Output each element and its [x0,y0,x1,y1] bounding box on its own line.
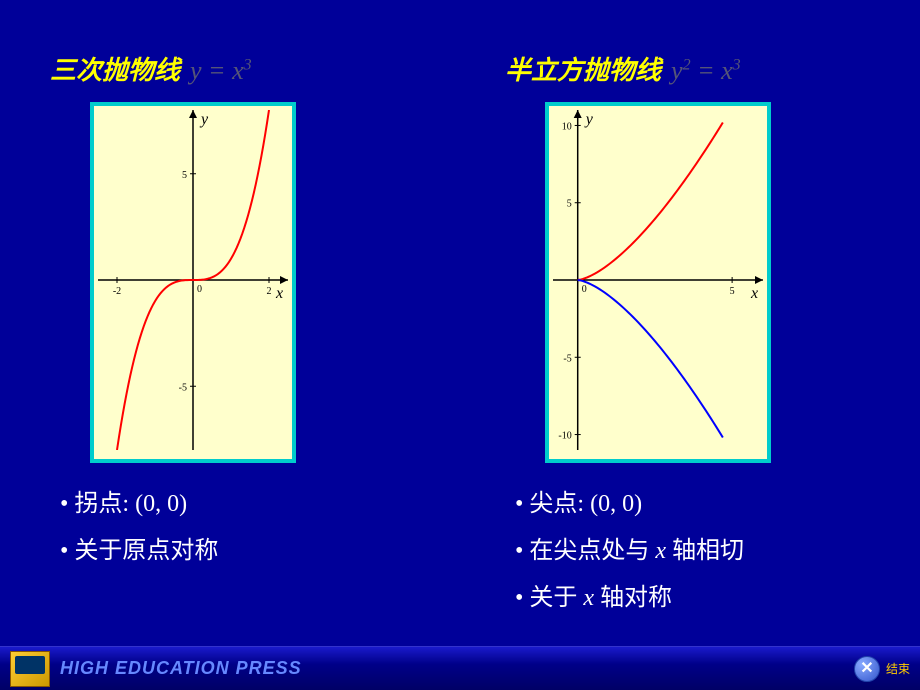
footer-bar: HIGH EDUCATION PRESS ✕ 结束 [0,646,920,690]
svg-text:10: 10 [562,121,572,132]
svg-text:2: 2 [267,286,272,297]
right-equation: y2 = x3 [671,56,741,86]
publisher-name: HIGH EDUCATION PRESS [60,658,302,679]
left-chart-box: -2 2 -5 5 0 x y [90,102,296,463]
end-label[interactable]: 结束 [886,660,910,677]
left-column: 三次抛物线 y = x3 -2 2 -5 5 0 x y 拐点: (0, 0) 关于原点对称 [50,50,425,624]
publisher-logo [10,651,50,687]
bullet-item: 在尖点处与 x 轴相切 [515,530,880,565]
svg-text:5: 5 [567,199,572,210]
footer-controls: ✕ 结束 [854,656,910,682]
svg-text:x: x [275,285,283,302]
left-chart: -2 2 -5 5 0 x y [98,110,288,450]
right-chart-box: 5 -10 -5 5 10 0 x y [545,102,771,463]
svg-text:y: y [584,111,594,128]
right-title-row: 半立方抛物线 y2 = x3 [505,50,880,87]
svg-text:-5: -5 [563,353,571,364]
left-title: 三次抛物线 [50,50,180,87]
svg-text:-10: -10 [558,431,571,442]
svg-text:0: 0 [582,284,587,295]
svg-text:5: 5 [182,170,187,181]
right-chart: 5 -10 -5 5 10 0 x y [553,110,763,450]
svg-text:-2: -2 [113,286,121,297]
svg-text:-5: -5 [179,382,187,393]
slide-content: 三次抛物线 y = x3 -22-550xy 拐点: (0, 0)关于原点对称 … [0,0,920,624]
bullet-item: 关于 x 轴对称 [515,577,880,612]
svg-text:0: 0 [197,284,202,295]
right-bullets: 尖点: (0, 0) 在尖点处与 x 轴相切关于 x 轴对称 [515,483,880,612]
left-equation: y = x3 [190,56,252,86]
bullet-item: 拐点: (0, 0) [60,483,425,518]
right-column: 半立方抛物线 y2 = x3 5 -10 -5 5 10 0 x y 尖点: (0, 0) 在尖… [505,50,880,624]
svg-text:x: x [750,285,758,302]
left-bullets: 拐点: (0, 0) 关于原点对称 [60,483,425,565]
left-title-row: 三次抛物线 y = x3 [50,50,425,87]
right-title: 半立方抛物线 [505,50,661,87]
bullet-item: 关于原点对称 [60,530,425,565]
bullet-item: 尖点: (0, 0) [515,483,880,518]
close-button[interactable]: ✕ [854,656,880,682]
svg-text:5: 5 [730,286,735,297]
svg-text:y: y [199,111,209,128]
